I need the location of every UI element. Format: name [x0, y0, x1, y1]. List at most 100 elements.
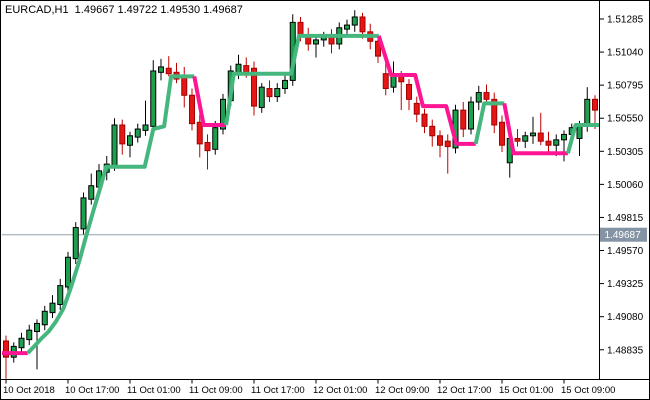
- x-axis-label: 15 Oct 09:00: [561, 385, 615, 396]
- candle-bear: [382, 61, 389, 96]
- candle-body: [220, 98, 226, 130]
- candle-bull: [18, 332, 25, 354]
- candle-body: [514, 137, 521, 142]
- candle-body: [258, 86, 265, 108]
- trend-indicator-up: [26, 74, 195, 355]
- candle-body: [65, 256, 71, 288]
- candle-bull: [111, 118, 118, 171]
- time-axis[interactable]: 10 Oct 2018 10 Oct 17:00 11 Oct 01:00 11 Oc…: [3, 379, 615, 397]
- candle-body: [499, 121, 505, 146]
- candle-body: [34, 322, 40, 333]
- candle-body: [351, 16, 358, 26]
- candle-bull: [26, 324, 33, 346]
- x-axis-label: 10 Oct 2018: [3, 385, 55, 396]
- candle-bear: [491, 92, 498, 134]
- price-tag: [600, 227, 647, 242]
- candle-bear: [406, 79, 412, 111]
- candle-body: [475, 92, 482, 103]
- trend-indicator-down: [376, 35, 476, 146]
- candle-body: [522, 135, 529, 142]
- x-axis-label: 12 Oct 01:00: [313, 385, 367, 396]
- y-axis-label: 1.50305: [607, 147, 644, 158]
- y-axis-label: 1.51285: [607, 15, 644, 26]
- candle-bull: [41, 305, 48, 331]
- y-axis-label: 1.48835: [607, 345, 644, 356]
- candle-bull: [57, 278, 64, 310]
- price-axis[interactable]: 1.51285 1.51040 1.50795 1.50550 1.50305 1.500…: [599, 15, 644, 357]
- candle-body: [150, 70, 157, 127]
- candle-bear: [514, 129, 521, 147]
- x-axis-label: 11 Oct 09:00: [189, 385, 243, 396]
- candle-body: [460, 109, 467, 130]
- candle-body: [359, 16, 366, 33]
- y-axis-label: 1.49325: [607, 279, 644, 290]
- trend-indicator-up: [473, 101, 505, 145]
- candle-body: [80, 197, 87, 230]
- candle-bull: [72, 222, 79, 265]
- candle-body: [41, 310, 48, 326]
- candle-bull: [127, 131, 133, 158]
- candle-body: [421, 113, 428, 127]
- candle-bull: [468, 96, 474, 135]
- candle-bear: [196, 114, 203, 158]
- candle-bear: [251, 61, 257, 116]
- candle-body: [274, 88, 281, 98]
- candle-bear: [429, 119, 436, 147]
- candle-body: [437, 135, 443, 146]
- candle-bull: [561, 130, 567, 162]
- candle-bear: [545, 131, 552, 154]
- candle-body: [561, 133, 567, 141]
- plot-group: [2, 10, 599, 379]
- candle-body: [592, 98, 598, 111]
- x-axis-label: 12 Oct 17:00: [437, 385, 491, 396]
- candle-bear: [165, 56, 172, 77]
- x-axis-label: 12 Oct 09:00: [375, 385, 429, 396]
- candle-bull: [220, 93, 226, 135]
- candle-bull: [49, 295, 56, 319]
- candle-body: [189, 94, 195, 125]
- candle-body: [119, 124, 126, 145]
- candle-body: [88, 185, 95, 200]
- candle-bull: [351, 10, 358, 32]
- y-axis-label: 1.49570: [607, 246, 644, 257]
- candle-body: [297, 21, 304, 36]
- candle-body: [553, 139, 560, 146]
- trend-indicator-up: [224, 33, 379, 126]
- candle-bull: [88, 173, 95, 205]
- candle-bull: [65, 251, 71, 293]
- candle-body: [444, 140, 451, 148]
- candle-bear: [437, 130, 443, 158]
- price-tag-label: 1.49687: [605, 230, 642, 241]
- candle-body: [165, 67, 172, 75]
- candle-body: [26, 329, 33, 341]
- candle-bull: [475, 85, 482, 111]
- candle-body: [196, 121, 203, 145]
- candle-body: [483, 92, 490, 100]
- x-axis-label: 11 Oct 17:00: [251, 385, 305, 396]
- candle-body: [468, 101, 474, 130]
- trend-indicator-down: [192, 76, 227, 127]
- candle-body: [243, 65, 250, 73]
- trend-indicator-down: [502, 103, 568, 156]
- candle-body: [429, 125, 436, 137]
- candle-body: [134, 128, 141, 138]
- candle-body: [142, 124, 149, 131]
- candle-bull: [313, 35, 319, 58]
- candle-body: [537, 132, 544, 142]
- candle-bear: [537, 112, 544, 146]
- candle-body: [235, 63, 242, 73]
- candle-body: [584, 98, 591, 126]
- candle-body: [344, 24, 350, 30]
- candle-body: [413, 102, 420, 115]
- candle-bull: [282, 75, 288, 94]
- candle-bull: [80, 192, 87, 235]
- candle-body: [204, 142, 211, 152]
- trend-indicator-up: [565, 123, 599, 154]
- candle-body: [72, 227, 79, 260]
- candle-body: [491, 98, 498, 126]
- candle-body: [251, 67, 257, 107]
- x-axis-label: 15 Oct 01:00: [499, 385, 553, 396]
- candle-body: [57, 285, 64, 306]
- candle-body: [390, 75, 397, 88]
- candle-body: [111, 124, 118, 166]
